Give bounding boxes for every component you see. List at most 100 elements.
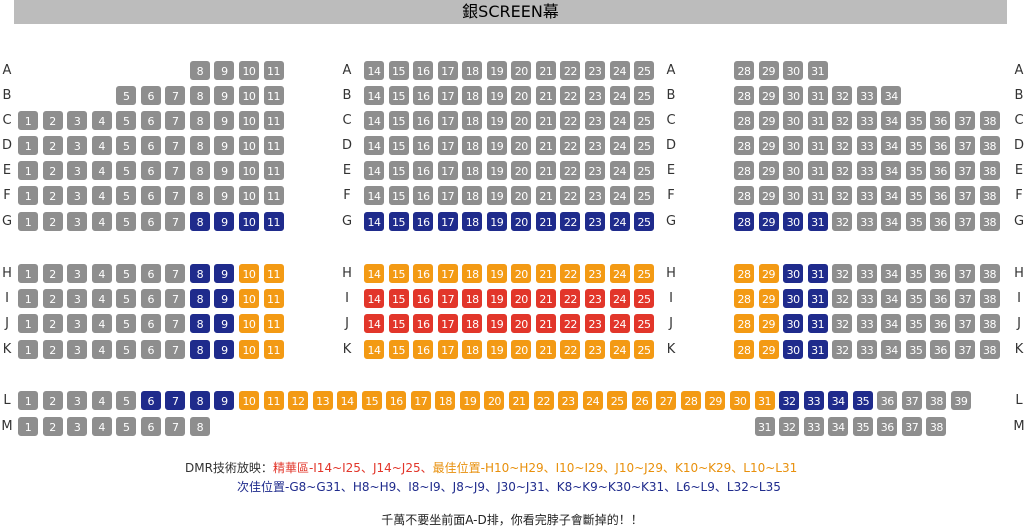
- seat-e37[interactable]: 37: [953, 160, 976, 181]
- seat-e4[interactable]: 4: [90, 160, 113, 181]
- seat-i32[interactable]: 32: [831, 288, 854, 309]
- seat-m33[interactable]: 33: [802, 416, 825, 437]
- seat-l25[interactable]: 25: [606, 390, 629, 411]
- seat-m38[interactable]: 38: [925, 416, 948, 437]
- seat-i17[interactable]: 17: [436, 288, 459, 309]
- seat-h29[interactable]: 29: [757, 263, 780, 284]
- seat-h7[interactable]: 7: [164, 263, 187, 284]
- seat-l23[interactable]: 23: [557, 390, 580, 411]
- seat-b5[interactable]: 5: [115, 85, 138, 106]
- seat-a31[interactable]: 31: [806, 60, 829, 81]
- seat-c29[interactable]: 29: [757, 110, 780, 131]
- seat-f14[interactable]: 14: [363, 185, 385, 206]
- seat-m3[interactable]: 3: [66, 416, 89, 437]
- seat-b8[interactable]: 8: [188, 85, 211, 106]
- seat-b15[interactable]: 15: [387, 85, 410, 106]
- seat-i15[interactable]: 15: [387, 288, 410, 309]
- seat-l8[interactable]: 8: [188, 390, 211, 411]
- seat-b25[interactable]: 25: [633, 85, 656, 106]
- seat-m2[interactable]: 2: [41, 416, 64, 437]
- seat-f21[interactable]: 21: [534, 185, 557, 206]
- seat-f34[interactable]: 34: [880, 185, 903, 206]
- seat-g19[interactable]: 19: [485, 211, 508, 232]
- seat-e20[interactable]: 20: [510, 160, 533, 181]
- seat-e35[interactable]: 35: [904, 160, 927, 181]
- seat-k1[interactable]: 1: [17, 339, 39, 360]
- seat-l32[interactable]: 32: [778, 390, 801, 411]
- seat-i22[interactable]: 22: [559, 288, 582, 309]
- seat-k24[interactable]: 24: [608, 339, 631, 360]
- seat-f8[interactable]: 8: [188, 185, 211, 206]
- seat-f18[interactable]: 18: [461, 185, 484, 206]
- seat-e23[interactable]: 23: [583, 160, 606, 181]
- seat-j22[interactable]: 22: [559, 313, 582, 334]
- seat-k38[interactable]: 38: [978, 339, 1001, 360]
- seat-c30[interactable]: 30: [782, 110, 805, 131]
- seat-i8[interactable]: 8: [188, 288, 211, 309]
- seat-h10[interactable]: 10: [237, 263, 260, 284]
- seat-c7[interactable]: 7: [164, 110, 187, 131]
- seat-d38[interactable]: 38: [978, 135, 1001, 156]
- seat-k2[interactable]: 2: [41, 339, 64, 360]
- seat-g2[interactable]: 2: [41, 211, 64, 232]
- seat-m7[interactable]: 7: [164, 416, 187, 437]
- seat-h36[interactable]: 36: [929, 263, 952, 284]
- seat-k25[interactable]: 25: [633, 339, 656, 360]
- seat-m8[interactable]: 8: [188, 416, 211, 437]
- seat-b28[interactable]: 28: [733, 85, 755, 106]
- seat-j35[interactable]: 35: [904, 313, 927, 334]
- seat-b30[interactable]: 30: [782, 85, 805, 106]
- seat-k14[interactable]: 14: [363, 339, 385, 360]
- seat-e7[interactable]: 7: [164, 160, 187, 181]
- seat-c32[interactable]: 32: [831, 110, 854, 131]
- seat-d3[interactable]: 3: [66, 135, 89, 156]
- seat-j4[interactable]: 4: [90, 313, 113, 334]
- seat-k4[interactable]: 4: [90, 339, 113, 360]
- seat-e11[interactable]: 11: [262, 160, 285, 181]
- seat-k7[interactable]: 7: [164, 339, 187, 360]
- seat-g21[interactable]: 21: [534, 211, 557, 232]
- seat-g8[interactable]: 8: [188, 211, 211, 232]
- seat-j37[interactable]: 37: [953, 313, 976, 334]
- seat-g10[interactable]: 10: [237, 211, 260, 232]
- seat-c18[interactable]: 18: [461, 110, 484, 131]
- seat-h23[interactable]: 23: [583, 263, 606, 284]
- seat-i3[interactable]: 3: [66, 288, 89, 309]
- seat-f20[interactable]: 20: [510, 185, 533, 206]
- seat-j6[interactable]: 6: [139, 313, 162, 334]
- seat-f5[interactable]: 5: [115, 185, 138, 206]
- seat-i9[interactable]: 9: [213, 288, 236, 309]
- seat-c4[interactable]: 4: [90, 110, 113, 131]
- seat-k5[interactable]: 5: [115, 339, 138, 360]
- seat-g25[interactable]: 25: [633, 211, 656, 232]
- seat-h11[interactable]: 11: [262, 263, 285, 284]
- seat-c5[interactable]: 5: [115, 110, 138, 131]
- seat-f9[interactable]: 9: [213, 185, 236, 206]
- seat-h30[interactable]: 30: [782, 263, 805, 284]
- seat-l26[interactable]: 26: [630, 390, 653, 411]
- seat-m5[interactable]: 5: [115, 416, 138, 437]
- seat-e36[interactable]: 36: [929, 160, 952, 181]
- seat-c28[interactable]: 28: [733, 110, 755, 131]
- seat-k37[interactable]: 37: [953, 339, 976, 360]
- seat-f6[interactable]: 6: [139, 185, 162, 206]
- seat-a8[interactable]: 8: [188, 60, 211, 81]
- seat-a29[interactable]: 29: [757, 60, 780, 81]
- seat-e6[interactable]: 6: [139, 160, 162, 181]
- seat-f7[interactable]: 7: [164, 185, 187, 206]
- seat-f19[interactable]: 19: [485, 185, 508, 206]
- seat-m4[interactable]: 4: [90, 416, 113, 437]
- seat-l12[interactable]: 12: [287, 390, 310, 411]
- seat-g34[interactable]: 34: [880, 211, 903, 232]
- seat-k3[interactable]: 3: [66, 339, 89, 360]
- seat-j14[interactable]: 14: [363, 313, 385, 334]
- seat-j28[interactable]: 28: [733, 313, 755, 334]
- seat-i30[interactable]: 30: [782, 288, 805, 309]
- seat-h1[interactable]: 1: [17, 263, 39, 284]
- seat-a14[interactable]: 14: [363, 60, 385, 81]
- seat-k21[interactable]: 21: [534, 339, 557, 360]
- seat-f24[interactable]: 24: [608, 185, 631, 206]
- seat-g14[interactable]: 14: [363, 211, 385, 232]
- seat-c25[interactable]: 25: [633, 110, 656, 131]
- seat-j31[interactable]: 31: [806, 313, 829, 334]
